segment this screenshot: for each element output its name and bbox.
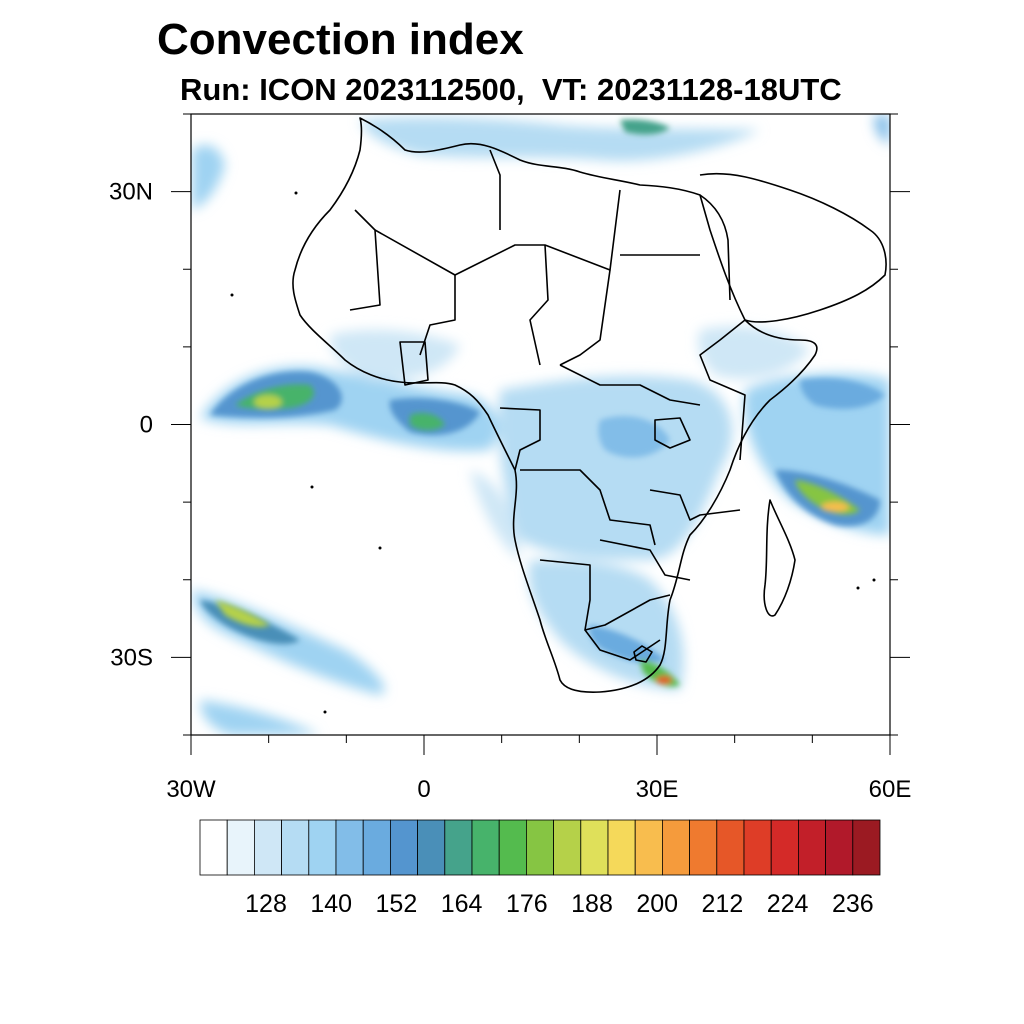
island-dot (856, 586, 860, 590)
colorbar-label: 140 (310, 890, 352, 918)
chart-subtitle: Run: ICON 2023112500, VT: 20231128-18UTC (180, 72, 842, 107)
colorbar-swatch (825, 819, 854, 876)
x-tick-label: 30E (636, 776, 679, 803)
border-zambia (599, 539, 691, 581)
colorbar-label: 128 (245, 890, 287, 918)
colorbar-swatch (253, 819, 282, 876)
border-niger (419, 275, 456, 356)
y-tick-label: 30S (110, 644, 153, 671)
colorbar-label: 200 (636, 890, 678, 918)
field-central-africa (498, 375, 733, 560)
coastlines (292, 117, 887, 693)
field-nw-corner (192, 145, 225, 210)
colorbar-swatch (335, 819, 364, 876)
colorbar-swatch (743, 819, 772, 876)
colorbar-swatch (308, 819, 337, 876)
colorbar-label: 236 (832, 890, 874, 918)
colorbar-label: 188 (571, 890, 613, 918)
colorbar-swatch (553, 819, 582, 876)
colorbar-label: 164 (441, 890, 483, 918)
border-ghana (399, 341, 429, 386)
colorbar-swatch (417, 819, 446, 876)
axis-labels: 30N 0 30S 30W 0 30E 60E (109, 179, 911, 803)
colorbar-label: 176 (506, 890, 548, 918)
border-car (559, 364, 701, 406)
field-off-angola (470, 470, 520, 560)
colorbar-swatch (634, 819, 663, 876)
border-ethiopia-kenya (699, 319, 746, 461)
colorbar-label: 212 (702, 890, 744, 918)
medium-arabian-sea (800, 378, 885, 409)
border-algeria-mali (349, 209, 381, 311)
colorbar-swatch (281, 819, 310, 876)
x-tick-label: 60E (869, 776, 912, 803)
colorbar-swatch (498, 819, 527, 876)
colorbar-swatch (689, 819, 718, 876)
chart-title: Convection index (157, 15, 524, 64)
island-dot (323, 710, 327, 714)
border-gabon-congo (499, 407, 541, 471)
colorbar-swatch (362, 819, 391, 876)
field-south-band (200, 700, 320, 735)
colorbar-swatch (471, 819, 500, 876)
colorbar-label: 152 (376, 890, 418, 918)
medium-south-africa (589, 625, 665, 664)
x-tick-label: 0 (417, 776, 430, 803)
red-sea-coast (699, 194, 731, 301)
colorbar-swatch (199, 819, 228, 876)
colorbar-swatch (226, 819, 255, 876)
colorbar-swatch (580, 819, 609, 876)
colorbar-swatch (389, 819, 418, 876)
africa-coastline (292, 117, 818, 693)
colorbar-swatch (444, 819, 473, 876)
x-tick-label: 30W (166, 776, 216, 803)
map-area (191, 114, 890, 735)
border-lesotho (633, 645, 653, 663)
island-dot (872, 578, 876, 582)
colorbar-label: 224 (767, 890, 809, 918)
colorbar-labels: 128 140 152 164 176 188 200 212 224 236 (245, 890, 874, 918)
island-dot (378, 546, 382, 550)
convection-high (215, 384, 860, 687)
medium-aegean (620, 119, 670, 135)
y-tick-label: 0 (140, 412, 153, 439)
colorbar-swatch (607, 819, 636, 876)
border-drc-angola (520, 469, 656, 546)
y-tick-label: 30N (109, 179, 153, 206)
colorbar (199, 819, 881, 876)
axis-ticks (171, 113, 910, 755)
field-mediterranean (360, 117, 760, 161)
high-atlantic-peak (254, 395, 282, 409)
colorbar-swatch (852, 819, 881, 876)
border-libya-west (489, 149, 501, 230)
colorbar-swatch (662, 819, 691, 876)
border-sudan (559, 269, 611, 366)
border-uganda (654, 417, 691, 449)
high-indian-peak (821, 502, 849, 512)
island-dot (230, 293, 234, 297)
medium-congo (598, 416, 670, 458)
island-dot (310, 485, 314, 489)
colorbar-swatch (716, 819, 745, 876)
arabia-coastline (699, 172, 887, 323)
border-sahara (374, 189, 621, 276)
madagascar-coastline (763, 499, 796, 617)
island-dot (294, 191, 298, 195)
islands (230, 191, 876, 714)
field-ne-corner (874, 115, 890, 145)
colorbar-swatch (770, 819, 799, 876)
high-guinea-core (410, 413, 445, 431)
colorbar-swatch (526, 819, 555, 876)
colorbar-swatch (798, 819, 827, 876)
high-natal-peak (656, 676, 672, 684)
high-sw-atlantic-core (215, 600, 270, 627)
border-south-africa (584, 629, 661, 661)
border-tanzania (649, 489, 741, 521)
border-chad (529, 244, 549, 366)
